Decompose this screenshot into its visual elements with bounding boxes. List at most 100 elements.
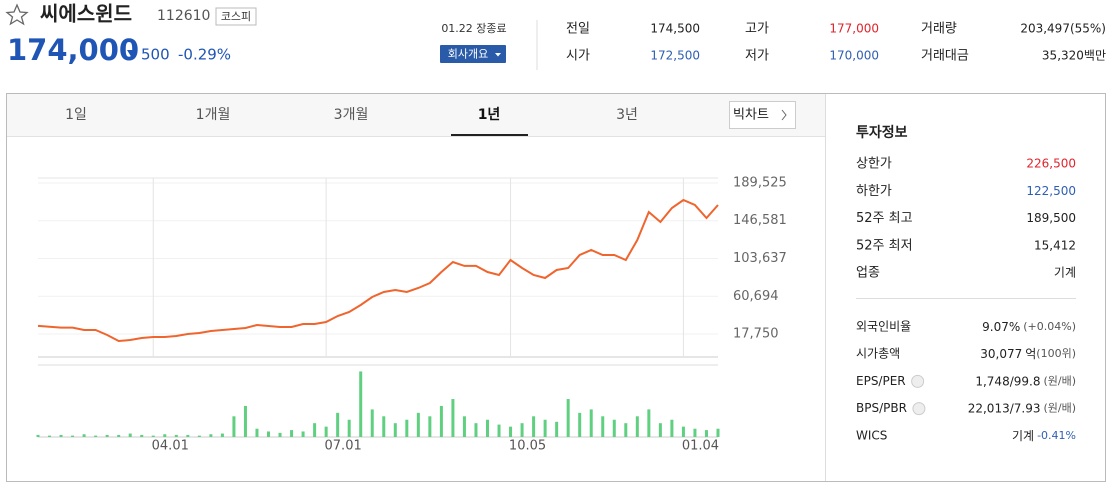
invest-label: 업종	[856, 266, 880, 281]
period-tab[interactable]: 3개월	[334, 107, 369, 123]
market-label: 코스피	[221, 10, 251, 23]
tab-bar	[7, 94, 825, 136]
volume-bar	[451, 399, 455, 437]
period-tabs: 1일 1개월 3개월 1년 3년	[65, 107, 638, 136]
volume-bar	[82, 434, 86, 437]
volume-bar	[209, 434, 213, 437]
volume-bar	[197, 435, 201, 437]
value-main: 22,013/7.93	[968, 401, 1041, 415]
invest-label: 하한가	[856, 184, 892, 199]
period-tab[interactable]: 1일	[65, 107, 87, 123]
volume-bar	[405, 419, 409, 437]
help-icon[interactable]	[911, 374, 925, 388]
company-button-label[interactable]: 회사개요	[448, 48, 488, 61]
volume-bar	[48, 435, 52, 437]
invest-title: 투자정보	[856, 124, 908, 141]
y-tick-label: 60,694	[733, 289, 779, 304]
volume-bar	[301, 431, 305, 437]
x-tick-label: 01.04	[682, 439, 719, 454]
invest-value: 기계 -0.41%	[1012, 428, 1076, 442]
volume-bar	[255, 428, 259, 437]
summary-label: 시가	[566, 49, 590, 64]
volume-bar	[578, 412, 582, 437]
favorite-star[interactable]	[5, 3, 29, 26]
value-note: (원/배)	[1043, 374, 1076, 387]
value-main: 30,077	[980, 347, 1022, 361]
invest-label: 52주 최고	[856, 211, 913, 226]
volume-bar	[105, 434, 109, 437]
volume-bar	[428, 416, 432, 437]
volume-bar	[290, 430, 294, 437]
volume-bar	[36, 434, 40, 437]
y-tick-label: 146,581	[733, 213, 787, 228]
value-main: 9.07%	[982, 320, 1020, 334]
invest-value: 122,500	[1026, 184, 1076, 198]
value-note: (원/배)	[1043, 402, 1076, 415]
volume-bar	[474, 423, 478, 437]
invest-label: 52주 최저	[856, 238, 913, 253]
volume-bar	[635, 416, 639, 437]
period-tab[interactable]: 3년	[616, 107, 638, 123]
volume-bar	[393, 423, 397, 437]
invest-value: 1,748/99.8 (원/배)	[975, 374, 1076, 388]
dropdown-caret	[495, 53, 501, 57]
company-button[interactable]	[440, 45, 506, 63]
volume-bar	[140, 434, 144, 437]
volume-bar	[278, 432, 282, 437]
summary-label: 고가	[745, 22, 769, 37]
invest-label: EPS/PER	[856, 374, 906, 388]
volume-bar	[267, 431, 271, 437]
invest-label: 시가총액	[856, 347, 900, 361]
volume-bar	[324, 426, 328, 437]
summary-label: 저가	[745, 49, 769, 64]
volume-bar	[439, 405, 443, 437]
volume-bar	[313, 423, 317, 437]
period-tab[interactable]: 1년	[478, 107, 501, 123]
help-icon[interactable]	[912, 402, 926, 416]
value-unit: 억	[1025, 347, 1036, 361]
invest-label: 외국인비율	[856, 320, 911, 334]
summary-value: 203,497(55%)	[1020, 22, 1106, 36]
summary-value: 35,320백만	[1042, 49, 1106, 63]
change-percent: -0.29%	[178, 46, 231, 64]
down-arrow	[127, 50, 137, 58]
invest-value: 189,500	[1026, 211, 1076, 225]
volume-bar	[555, 421, 559, 437]
volume-bar	[462, 416, 466, 437]
price-chart: 17,750 60,694 103,637 146,581 189,525 04.01 07…	[36, 175, 787, 454]
market-badge	[215, 7, 257, 26]
summary-value: 177,000	[829, 22, 879, 36]
invest-label: WICS	[856, 428, 887, 442]
value-main: 1,748/99.8	[975, 374, 1040, 388]
period-tab[interactable]: 1개월	[196, 107, 231, 123]
volume-bar	[347, 419, 351, 437]
volume-bar	[497, 424, 501, 437]
volume-bar	[601, 416, 605, 437]
invest-value: 22,013/7.93 (원/배)	[968, 401, 1076, 415]
volume-bar	[243, 405, 247, 437]
volume-bar	[151, 435, 155, 437]
invest-value: 15,412	[1034, 238, 1076, 252]
volume-bar	[163, 434, 167, 437]
volume-bar	[681, 426, 685, 437]
stock-code: 112610	[157, 8, 210, 24]
summary-label: 전일	[566, 22, 590, 37]
y-tick-label: 17,750	[733, 327, 779, 342]
volume-bar	[336, 412, 340, 437]
big-chart-button[interactable]	[729, 101, 796, 129]
summary-label: 거래대금	[921, 49, 969, 64]
volume-bar	[370, 409, 374, 437]
volume-bar	[416, 412, 420, 437]
volume-bar	[647, 409, 651, 437]
volume-bar	[382, 416, 386, 437]
volume-bar	[232, 416, 236, 437]
volume-bar	[509, 426, 513, 437]
invest-label: BPS/PBR	[856, 401, 907, 415]
price-change: 500	[141, 46, 170, 64]
x-tick-label: 10.05	[509, 439, 546, 454]
volume-bar	[71, 435, 75, 437]
big-chart-label[interactable]: 빅차트	[733, 108, 769, 123]
volume-bar	[220, 433, 224, 437]
